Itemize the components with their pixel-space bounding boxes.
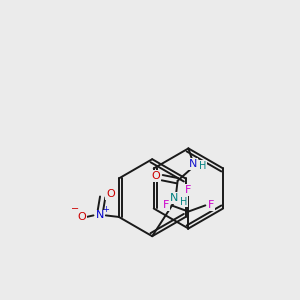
Text: H: H <box>199 161 206 171</box>
Text: N: N <box>189 159 197 169</box>
Text: O: O <box>77 212 86 222</box>
Text: −: − <box>71 204 79 214</box>
Text: O: O <box>106 189 115 199</box>
Text: N: N <box>170 193 179 203</box>
Text: N: N <box>95 210 104 220</box>
Text: +: + <box>102 205 109 214</box>
Text: F: F <box>185 185 192 195</box>
Text: F: F <box>208 200 214 210</box>
Text: F: F <box>163 200 169 210</box>
Text: H: H <box>180 196 188 206</box>
Text: O: O <box>151 171 160 181</box>
